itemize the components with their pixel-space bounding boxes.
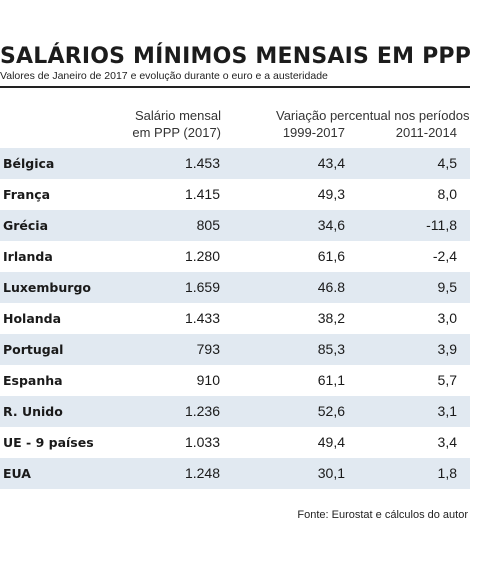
variation-1999-2017-value: 38,2 [317,310,345,326]
variation-1999-2017-value: 30,1 [317,465,345,481]
country-label: Holanda [3,311,62,326]
table-row: Irlanda 1.280 61,6 -2,4 [0,241,470,272]
country-label: EUA [3,466,31,481]
table-row: Grécia 805 34,6 -11,8 [0,210,470,241]
table-row: UE - 9 países 1.033 49,4 3,4 [0,427,470,458]
variation-2011-2014-value: 3,0 [437,310,457,326]
country-label: R. Unido [3,404,63,419]
salary-value: 1.433 [184,310,220,326]
country-label: UE - 9 países [3,435,94,450]
header-variation-group: Variação percentual nos períodos [276,108,470,123]
variation-2011-2014-value: 4,5 [437,155,457,171]
salary-value: 805 [196,217,220,233]
variation-1999-2017-value: 61,1 [317,372,345,388]
chart-title: SALÁRIOS MÍNIMOS MENSAIS EM PPP [0,44,472,69]
variation-1999-2017-value: 52,6 [317,403,345,419]
table-row: R. Unido 1.236 52,6 3,1 [0,396,470,427]
country-label: Irlanda [3,249,53,264]
salary-value: 1.453 [184,155,220,171]
variation-2011-2014-value: 3,1 [437,403,457,419]
table-row: Holanda 1.433 38,2 3,0 [0,303,470,334]
table-row: Bélgica 1.453 43,4 4,5 [0,148,470,179]
variation-1999-2017-value: 34,6 [317,217,345,233]
table-row: Espanha 910 61,1 5,7 [0,365,470,396]
salary-value: 1.659 [184,279,220,295]
table-row: Luxemburgo 1.659 46.8 9,5 [0,272,470,303]
variation-1999-2017-value: 49,4 [317,434,345,450]
chart-subtitle: Valores de Janeiro de 2017 e evolução du… [0,70,328,82]
variation-1999-2017-value: 49,3 [317,186,345,202]
country-label: Luxemburgo [3,280,91,295]
country-label: França [3,187,51,202]
salary-value: 1.248 [184,465,220,481]
header-salary-line1: Salário mensal [135,108,221,123]
salary-value: 1.415 [184,186,220,202]
variation-1999-2017-value: 85,3 [317,341,345,357]
variation-2011-2014-value: -11,8 [426,217,457,233]
title-rule [0,86,470,88]
header-salary-line2: em PPP (2017) [132,125,221,140]
header-1999-2017: 1999-2017 [282,125,345,140]
variation-2011-2014-value: 3,9 [437,341,457,357]
country-label: Bélgica [3,156,55,171]
country-label: Espanha [3,373,63,388]
variation-2011-2014-value: 1,8 [437,465,457,481]
variation-1999-2017-value: 46.8 [317,279,345,295]
source-note: Fonte: Eurostat e cálculos do autor [297,509,468,521]
table-row: França 1.415 49,3 8,0 [0,179,470,210]
variation-1999-2017-value: 43,4 [317,155,345,171]
salary-value: 910 [196,372,220,388]
variation-2011-2014-value: 5,7 [437,372,457,388]
variation-2011-2014-value: 9,5 [437,279,457,295]
header-2011-2014: 2011-2014 [395,125,457,140]
variation-2011-2014-value: 8,0 [437,186,457,202]
variation-2011-2014-value: -2,4 [432,248,457,264]
country-label: Portugal [3,342,64,357]
table-row: Portugal 793 85,3 3,9 [0,334,470,365]
salary-value: 1.280 [184,248,220,264]
variation-2011-2014-value: 3,4 [437,434,457,450]
salary-value: 793 [196,341,220,357]
variation-1999-2017-value: 61,6 [317,248,345,264]
table-row: EUA 1.248 30,1 1,8 [0,458,470,489]
salary-value: 1.033 [184,434,220,450]
country-label: Grécia [3,218,49,233]
salary-value: 1.236 [184,403,220,419]
